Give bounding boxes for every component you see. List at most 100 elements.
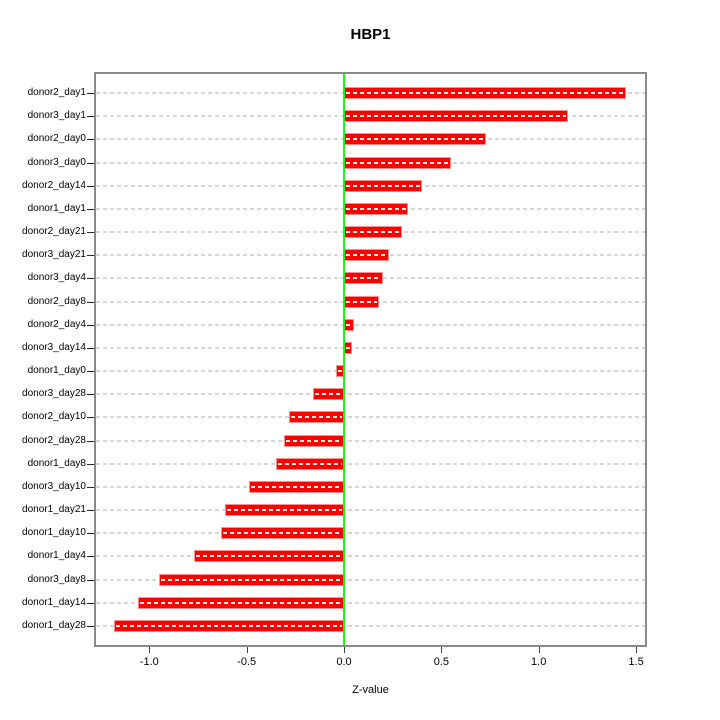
y-axis-label: donor2_day1 [27,87,86,98]
bar [344,156,452,169]
bar [137,596,344,609]
bar [344,249,389,262]
bar [248,480,344,493]
y-axis-tick [87,232,94,234]
bar [344,87,627,99]
bar-inner-dash [314,393,342,396]
y-axis-tick [87,278,94,280]
y-axis-label: donor3_day0 [27,156,86,168]
bar-inner-dash [346,346,350,349]
y-axis-label: donor1_day0 [27,365,86,377]
bar-inner-dash [346,277,381,280]
bar [159,573,344,586]
y-axis-label: donor2_day28 [22,434,86,446]
bar [312,388,344,401]
y-axis-tick [87,510,94,512]
bar-inner-dash [277,462,342,465]
y-axis-tick [87,394,94,396]
bar [344,272,383,285]
x-axis-title: Z-value [352,684,389,696]
row-gridline [96,509,645,512]
bar [275,457,344,470]
row-gridline [96,370,645,373]
y-axis-label: donor1_day21 [22,504,86,516]
bar [344,341,352,354]
bar-inner-dash [346,231,401,234]
y-axis-label: donor1_day10 [22,527,86,539]
bar-inner-dash [346,207,407,210]
y-axis-tick [87,556,94,558]
x-axis-tick-label: 0.5 [433,656,449,668]
y-axis-tick [87,116,94,118]
bar-inner-dash [346,92,625,94]
bar [344,179,422,192]
y-axis-label: donor1_day1 [27,202,86,214]
y-axis-label: donor3_day1 [27,110,86,122]
y-axis-label: donor2_day0 [27,133,86,145]
y-axis-label: donor3_day14 [22,341,86,353]
row-gridline [96,346,645,349]
bar-inner-dash [285,439,342,442]
y-axis-tick [87,440,94,442]
row-gridline [96,393,645,396]
bar [225,504,344,517]
bar [344,133,487,146]
y-axis-label: donor3_day21 [22,249,86,261]
y-axis-tick [87,417,94,419]
bar-inner-dash [291,416,342,419]
y-axis-tick [87,371,94,373]
y-axis-tick [87,602,94,604]
y-axis-tick [87,162,94,164]
chart-title: HBP1 [350,26,391,43]
y-axis-label: donor1_day14 [22,596,86,608]
y-axis-label: donor3_day10 [22,480,86,492]
y-axis-tick [87,324,94,326]
y-axis-tick [87,579,94,581]
bar-inner-dash [338,370,342,373]
bar-inner-dash [346,138,485,141]
bar [344,226,403,239]
row-gridline [96,532,645,535]
bar-inner-dash [227,509,342,512]
y-axis-tick [87,625,94,627]
row-gridline [96,323,645,326]
y-axis-tick [87,533,94,535]
x-axis-tick-label: -1.0 [139,656,159,668]
bar-inner-dash [346,161,450,164]
bar [344,318,354,331]
row-gridline [96,601,645,604]
x-axis-tick-label: -0.5 [237,656,257,668]
bar [344,295,380,308]
row-gridline [96,439,645,442]
bar-inner-dash [346,184,420,187]
y-axis-label: donor1_day4 [27,550,86,562]
bar-inner-dash [346,300,378,303]
x-axis-tick [636,647,638,653]
y-axis-label: donor2_day4 [27,318,86,330]
row-gridline [96,624,645,627]
x-axis-tick [441,647,443,653]
zero-reference-line [343,74,345,645]
bar [114,619,344,632]
bar-inner-dash [250,485,342,488]
bar [344,202,409,215]
y-axis-label: donor2_day10 [22,411,86,423]
bar-inner-dash [139,601,342,604]
y-axis-label: donor2_day14 [22,179,86,191]
y-axis-label: donor1_day8 [27,457,86,469]
x-axis-tick [246,647,248,653]
y-axis-tick [87,347,94,349]
y-axis-tick [87,301,94,303]
x-axis-tick-label: 1.0 [531,656,547,668]
y-axis-label: donor3_day28 [22,388,86,400]
x-axis-tick [344,647,345,653]
bar [283,434,344,447]
row-gridline [96,416,645,419]
row-gridline [96,462,645,465]
y-axis-tick [87,139,94,141]
bar-inner-dash [346,254,387,257]
y-axis-tick [87,185,94,187]
row-gridline [96,485,645,488]
row-gridline [96,578,645,581]
